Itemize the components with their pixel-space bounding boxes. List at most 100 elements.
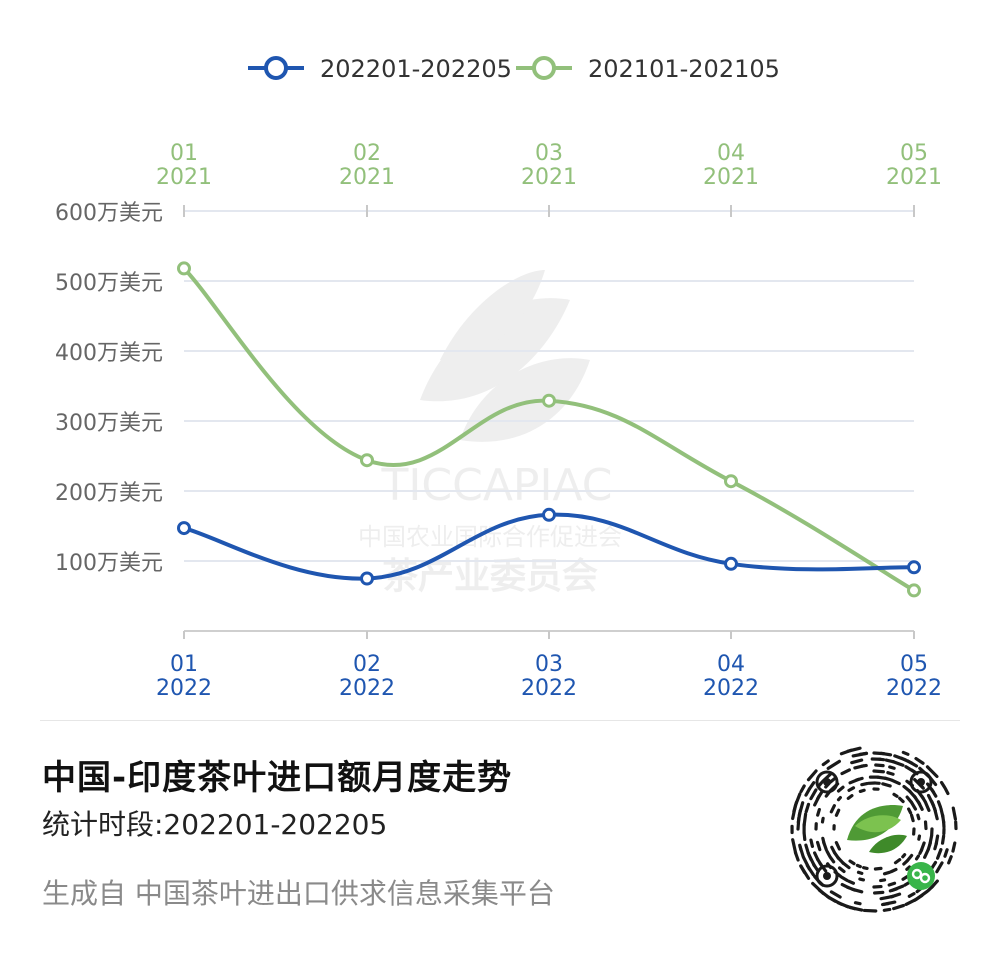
qr-dot [882,870,892,876]
qr-dot [834,808,841,817]
qr-dot [848,859,856,866]
qr-dot [846,794,854,800]
qr-dot [791,838,798,855]
qr-dot [873,890,885,895]
top-x-tick-label: 03 [535,141,563,166]
qr-dot [892,792,899,798]
data-point [360,571,374,586]
watermark-leaf [440,270,545,360]
qr-dot [862,866,869,870]
qr-dot [898,796,905,804]
watermark-line1: 中国农业国际合作促进会 [358,523,622,551]
qr-dot [829,804,836,814]
y-tick-label: 600万美元 [55,201,163,226]
qr-dot [847,879,856,885]
qr-dot [794,792,802,807]
qr-dot [874,763,885,768]
qr-dot [907,807,913,815]
qr-dot [903,880,911,887]
qr-dot [826,759,841,770]
qr-dot [935,861,944,874]
source-note: 生成自 中国茶叶进出口供求信息采集平台 [42,877,555,910]
qr-dot [933,841,939,851]
mini-program-qr-code-icon[interactable] [785,740,963,918]
qr-dot [828,855,836,864]
qr-dot [920,794,927,803]
qr-dot [932,806,939,821]
qr-dot [943,786,950,796]
qr-dot [816,807,821,817]
qr-dot [821,759,830,767]
qr-finder [909,770,933,794]
legend-marker [264,56,288,80]
bottom-x-tick-label: 02 [353,652,381,677]
y-tick-label: 300万美元 [55,411,163,436]
qr-dot [923,800,931,812]
qr-dot [889,778,901,786]
bottom-x-tick-label: 01 [170,652,198,677]
watermark-text: TICCAPIAC [381,460,613,511]
qr-dot [806,769,818,782]
qr-dot [798,843,803,852]
top-x-tick-label: 05 [900,141,928,166]
top-x-tick-label: 04 [717,141,745,166]
qr-dot [856,870,864,875]
watermark-line2: 茶产业委员会 [382,556,598,597]
top-x-tick-label: 02 [353,141,381,166]
qr-dot [840,882,850,890]
qr-dot [821,836,826,845]
qr-finder [917,778,925,786]
legend-label: 202201-202205 [320,55,512,83]
qr-dot [802,812,808,828]
data-point [177,521,191,536]
top-x-tick-label: 01 [170,141,198,166]
qr-finder [823,778,831,786]
qr-dot [855,863,862,869]
qr-dot [836,796,842,802]
qr-dot [888,765,896,770]
qr-dot [879,894,895,901]
legend-marker [532,56,556,80]
qr-dot [830,845,837,855]
qr-dot [886,771,895,776]
qr-dot [804,802,811,814]
qr-dot [860,781,869,787]
qr-dot [858,877,866,882]
top-x-tick-label: 2021 [886,165,942,190]
qr-dot [809,838,815,849]
data-point [360,453,374,468]
qr-dot [930,787,938,798]
qr-dot [901,853,907,859]
qr-dot [840,875,849,882]
qr-dot [909,813,915,823]
qr-dot [858,788,866,794]
chart-title: 中国-印度茶叶进口额月度走势 [42,758,513,798]
y-tick-label: 100万美元 [55,551,163,576]
qr-dot [840,768,851,776]
data-point [542,393,556,408]
bottom-x-tick-label: 2022 [339,676,395,701]
qr-dot [951,841,957,853]
qr-dot [926,884,935,892]
top-x-tick-label: 2021 [339,165,395,190]
qr-dot [882,907,892,912]
data-point [724,556,738,571]
chart-subtitle: 统计时段:202201-202205 [42,808,388,841]
qr-dot [916,800,924,811]
qr-dot [918,848,924,855]
qr-dot [837,866,846,874]
qr-dot [887,881,897,887]
qr-dot [904,897,918,907]
qr-dot [807,781,816,791]
qr-dot [829,776,838,784]
qr-dot [951,806,957,821]
qr-dot [799,864,807,875]
qr-dot [910,800,918,811]
qr-dot [801,855,811,871]
qr-dot [811,881,825,896]
qr-dot [804,843,810,855]
qr-dot [860,763,868,768]
qr-dot [906,853,914,862]
qr-dot [881,782,892,788]
qr-dot [853,901,862,906]
